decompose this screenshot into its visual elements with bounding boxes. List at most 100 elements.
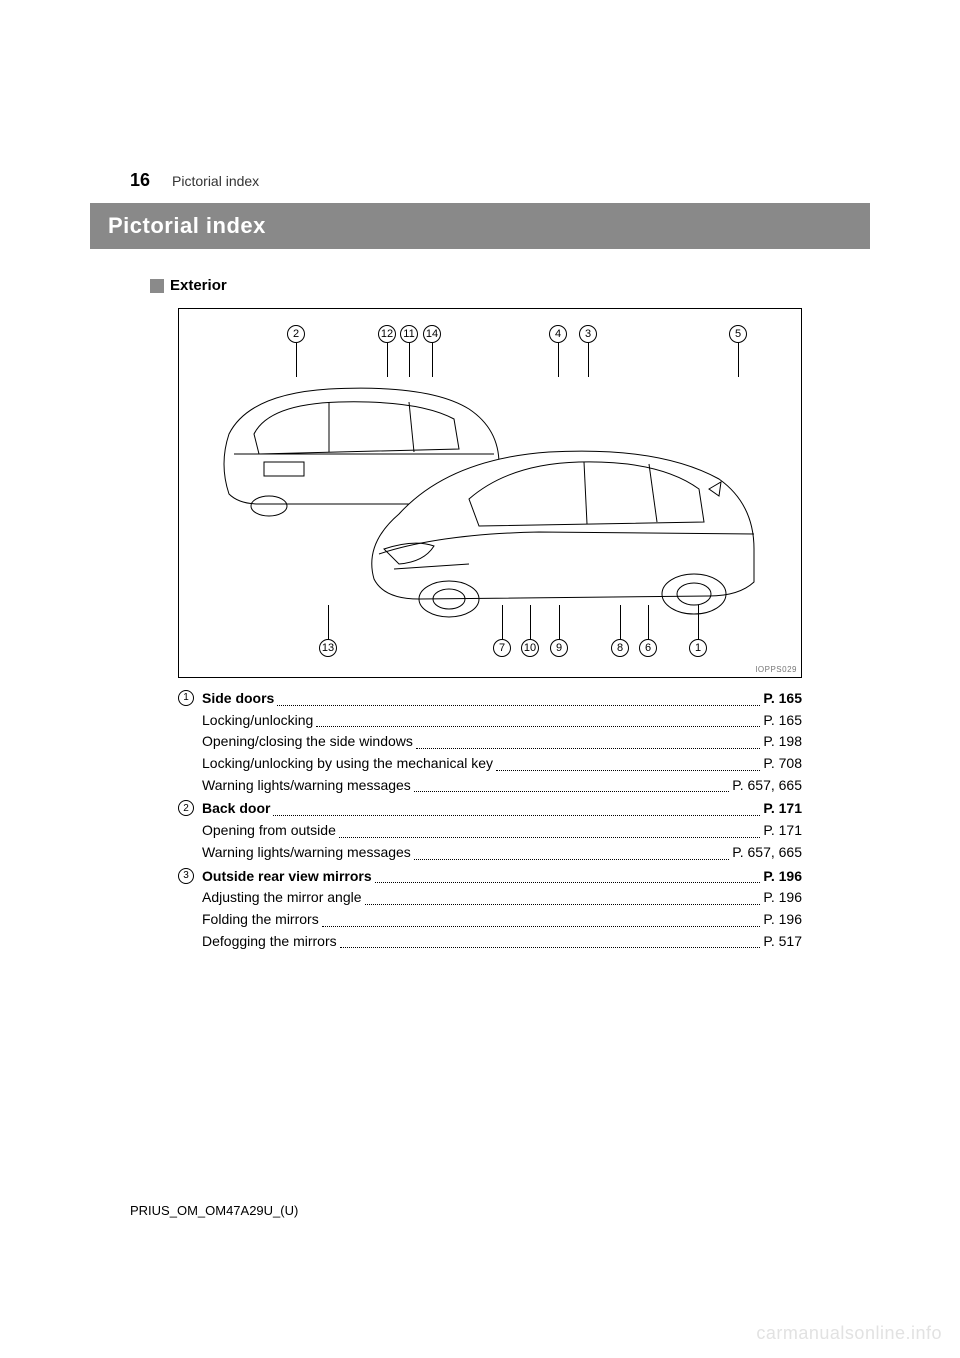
callout-lead [648, 605, 649, 639]
entry-page: P. 196 [763, 887, 802, 909]
callout-marker: 12 [378, 325, 396, 343]
entry-label: Locking/unlocking [202, 710, 313, 732]
entry-page: P. 165 [763, 688, 802, 710]
index-entry: Defogging the mirrors P. 517 [202, 931, 802, 953]
callout-marker: 8 [611, 639, 629, 657]
index-item: 3Outside rear view mirrors P. 196Adjusti… [178, 866, 802, 953]
callout-lead [698, 605, 699, 639]
entry-page: P. 708 [763, 753, 802, 775]
callout-lead [588, 343, 589, 377]
section-heading: Exterior [150, 277, 830, 294]
callout-lead [409, 343, 410, 377]
entry-page: P. 165 [763, 710, 802, 732]
callout-lead [530, 605, 531, 639]
entry-page: P. 657, 665 [732, 842, 802, 864]
index-entry: Adjusting the mirror angle P. 196 [202, 887, 802, 909]
manual-page: 16 Pictorial index Pictorial index Exter… [0, 0, 960, 952]
item-number-circle: 2 [178, 800, 194, 816]
section-label: Exterior [170, 277, 227, 294]
callout-lead [502, 605, 503, 639]
callout-marker: 1 [689, 639, 707, 657]
callout-lead [328, 605, 329, 639]
section-square-icon [150, 279, 164, 293]
callout-marker: 3 [579, 325, 597, 343]
callout-marker: 2 [287, 325, 305, 343]
leader-dots [322, 909, 761, 927]
index-entry: Opening/closing the side windows P. 198 [202, 731, 802, 753]
callout-marker: 4 [549, 325, 567, 343]
callout-lead [296, 343, 297, 377]
callout-lead [738, 343, 739, 377]
callout-marker: 14 [423, 325, 441, 343]
entry-label: Side doors [202, 688, 274, 710]
callout-lead [559, 605, 560, 639]
entry-label: Warning lights/warning messages [202, 775, 411, 797]
entry-page: P. 517 [763, 931, 802, 953]
callout-lead [432, 343, 433, 377]
entry-page: P. 657, 665 [732, 775, 802, 797]
entry-page: P. 196 [763, 866, 802, 888]
entry-label: Defogging the mirrors [202, 931, 337, 953]
index-entry: Folding the mirrors P. 196 [202, 909, 802, 931]
callout-marker: 13 [319, 639, 337, 657]
leader-dots [414, 842, 729, 860]
leader-dots [416, 731, 760, 749]
document-footer: PRIUS_OM_OM47A29U_(U) [130, 1203, 298, 1218]
exterior-diagram: 2 1211 14 43 5 13 7 10 9 86 1 IOPPS029 [178, 308, 802, 678]
chapter-title: Pictorial index [108, 213, 266, 238]
index-entry: Locking/unlocking by using the mechanica… [202, 753, 802, 775]
entry-page: P. 196 [763, 909, 802, 931]
running-header: 16 Pictorial index [130, 170, 830, 191]
item-body: Back door P. 171Opening from outside P. … [202, 798, 802, 863]
entry-page: P. 171 [763, 798, 802, 820]
entry-label: Opening from outside [202, 820, 336, 842]
index-entry: Outside rear view mirrors P. 196 [202, 866, 802, 888]
entry-label: Back door [202, 798, 270, 820]
leader-dots [414, 775, 729, 793]
callout-lead [558, 343, 559, 377]
entry-label: Opening/closing the side windows [202, 731, 413, 753]
chapter-title-bar: Pictorial index [90, 203, 870, 249]
leader-dots [316, 710, 760, 728]
entry-label: Locking/unlocking by using the mechanica… [202, 753, 493, 775]
leader-dots [496, 753, 760, 771]
index-entry: Back door P. 171 [202, 798, 802, 820]
leader-dots [340, 931, 761, 949]
index-item: 2Back door P. 171Opening from outside P.… [178, 798, 802, 863]
image-code: IOPPS029 [755, 665, 797, 674]
entry-label: Folding the mirrors [202, 909, 319, 931]
watermark: carmanualsonline.info [756, 1323, 942, 1344]
item-number-circle: 3 [178, 868, 194, 884]
leader-dots [375, 866, 761, 884]
leader-dots [365, 887, 761, 905]
page-number: 16 [130, 170, 150, 191]
item-number-circle: 1 [178, 690, 194, 706]
header-label: Pictorial index [172, 173, 259, 189]
entry-label: Adjusting the mirror angle [202, 887, 362, 909]
entry-page: P. 198 [763, 731, 802, 753]
callout-lead [620, 605, 621, 639]
callout-marker: 6 [639, 639, 657, 657]
index-entry: Warning lights/warning messages P. 657, … [202, 775, 802, 797]
callout-lead [387, 343, 388, 377]
index-entry: Side doors P. 165 [202, 688, 802, 710]
callout-marker: 7 [493, 639, 511, 657]
leader-dots [273, 798, 760, 816]
entry-label: Outside rear view mirrors [202, 866, 372, 888]
callout-marker: 9 [550, 639, 568, 657]
callout-marker: 11 [400, 325, 418, 343]
leader-dots [277, 688, 760, 706]
entry-label: Warning lights/warning messages [202, 842, 411, 864]
index-item: 1Side doors P. 165Locking/unlocking P. 1… [178, 688, 802, 796]
entry-page: P. 171 [763, 820, 802, 842]
index-entry: Warning lights/warning messages P. 657, … [202, 842, 802, 864]
index-list: 1Side doors P. 165Locking/unlocking P. 1… [178, 688, 802, 952]
callout-marker: 10 [521, 639, 539, 657]
item-body: Outside rear view mirrors P. 196Adjustin… [202, 866, 802, 953]
car-front-illustration [359, 404, 759, 634]
index-entry: Opening from outside P. 171 [202, 820, 802, 842]
index-entry: Locking/unlocking P. 165 [202, 710, 802, 732]
callout-marker: 5 [729, 325, 747, 343]
leader-dots [339, 820, 760, 838]
item-body: Side doors P. 165Locking/unlocking P. 16… [202, 688, 802, 796]
